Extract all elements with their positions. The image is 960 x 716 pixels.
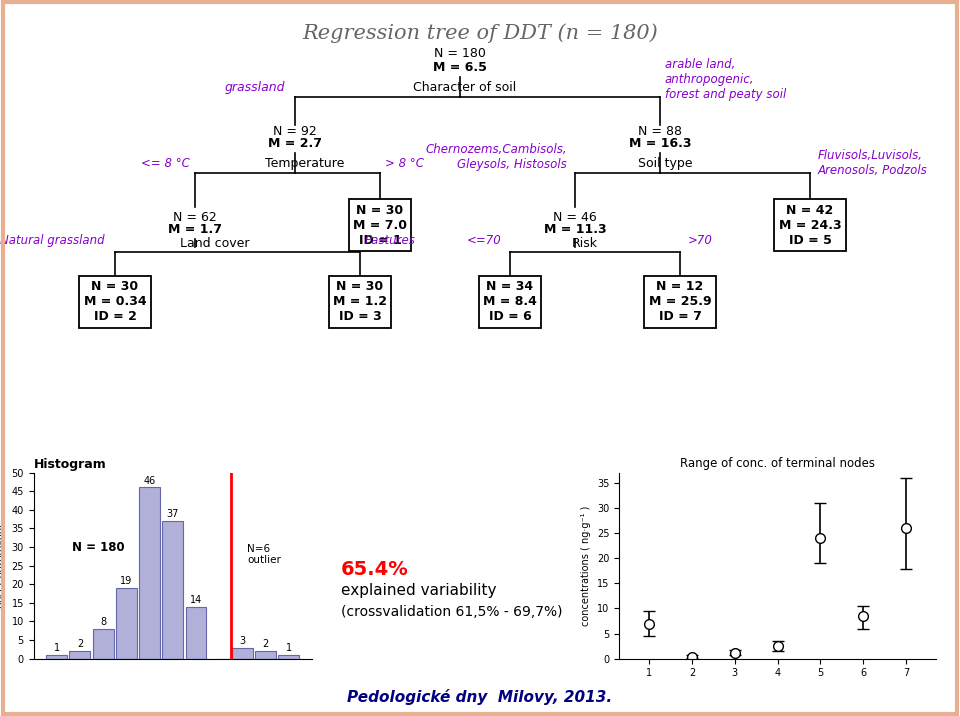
Text: Land cover: Land cover [180, 236, 250, 250]
Text: >70: >70 [688, 233, 713, 246]
Bar [116, 588, 137, 659]
Text: N = 34
M = 8.4
ID = 6: N = 34 M = 8.4 ID = 6 [483, 281, 537, 324]
Bar [255, 652, 276, 659]
Bar [69, 652, 90, 659]
Text: Temperature: Temperature [265, 157, 345, 170]
Bar [185, 606, 206, 659]
Bar [139, 488, 160, 659]
Text: 46: 46 [143, 475, 156, 485]
Text: 14: 14 [190, 595, 203, 605]
Text: N = 62: N = 62 [173, 211, 217, 223]
Bar [46, 655, 67, 659]
Text: 3: 3 [239, 636, 246, 646]
Text: M = 11.3: M = 11.3 [543, 223, 607, 236]
Text: Histogram: Histogram [34, 458, 107, 471]
Text: <=70: <=70 [468, 233, 502, 246]
Text: 65.4%: 65.4% [341, 560, 409, 579]
Text: N = 92: N = 92 [274, 125, 317, 137]
Text: Pastures: Pastures [365, 233, 416, 246]
Text: <= 8 °C: <= 8 °C [141, 157, 190, 170]
Text: 2: 2 [262, 639, 269, 649]
Text: 8: 8 [100, 617, 107, 627]
Text: 1: 1 [54, 643, 60, 653]
Text: Soil type: Soil type [637, 157, 692, 170]
Text: N=6
outlier: N=6 outlier [247, 543, 281, 565]
Text: N = 180: N = 180 [72, 541, 125, 553]
Text: Risk: Risk [572, 236, 598, 250]
Text: arable land,
anthropogenic,
forest and peaty soil: arable land, anthropogenic, forest and p… [665, 58, 786, 101]
Text: Natural grassland: Natural grassland [0, 233, 105, 246]
Text: N = 12
M = 25.9
ID = 7: N = 12 M = 25.9 ID = 7 [649, 281, 711, 324]
Bar [93, 629, 113, 659]
Text: N = 42
M = 24.3
ID = 5: N = 42 M = 24.3 ID = 5 [779, 203, 841, 246]
Text: N = 30
M = 0.34
ID = 2: N = 30 M = 0.34 ID = 2 [84, 281, 146, 324]
Text: Fluvisols,Luvisols,
Arenosols, Podzols: Fluvisols,Luvisols, Arenosols, Podzols [818, 149, 927, 177]
Y-axis label: počet pozorovaní: počet pozorovaní [0, 523, 6, 608]
Text: (crossvalidation 61,5% - 69,7%): (crossvalidation 61,5% - 69,7%) [341, 605, 563, 619]
Bar [162, 521, 183, 659]
Title: Range of conc. of terminal nodes: Range of conc. of terminal nodes [680, 457, 876, 470]
Text: grassland: grassland [225, 81, 285, 94]
Text: > 8 °C: > 8 °C [385, 157, 424, 170]
Text: M = 1.7: M = 1.7 [168, 223, 222, 236]
Bar [278, 655, 300, 659]
Text: M = 2.7: M = 2.7 [268, 137, 322, 150]
Text: N = 180: N = 180 [434, 47, 486, 60]
Text: M = 6.5: M = 6.5 [433, 61, 487, 74]
Text: Chernozems,Cambisols,
Gleysols, Histosols: Chernozems,Cambisols, Gleysols, Histosol… [425, 143, 567, 171]
Text: Pedologické dny  Milovy, 2013.: Pedologické dny Milovy, 2013. [348, 689, 612, 705]
Bar [232, 647, 252, 659]
Y-axis label: concentrations ( ng·g⁻¹ ): concentrations ( ng·g⁻¹ ) [582, 505, 591, 626]
Text: N = 46: N = 46 [553, 211, 597, 223]
Text: 19: 19 [120, 576, 132, 586]
Text: Regression tree of DDT (n = 180): Regression tree of DDT (n = 180) [302, 23, 658, 42]
Text: 2: 2 [77, 639, 84, 649]
Text: N = 30
M = 1.2
ID = 3: N = 30 M = 1.2 ID = 3 [333, 281, 387, 324]
Text: 1: 1 [286, 643, 292, 653]
Text: N = 30
M = 7.0
ID = 1: N = 30 M = 7.0 ID = 1 [353, 203, 407, 246]
Text: explained variability: explained variability [341, 584, 496, 598]
Text: M = 16.3: M = 16.3 [629, 137, 691, 150]
Text: N = 88: N = 88 [638, 125, 682, 137]
Text: 37: 37 [167, 509, 179, 519]
Text: Character of soil: Character of soil [414, 81, 516, 94]
